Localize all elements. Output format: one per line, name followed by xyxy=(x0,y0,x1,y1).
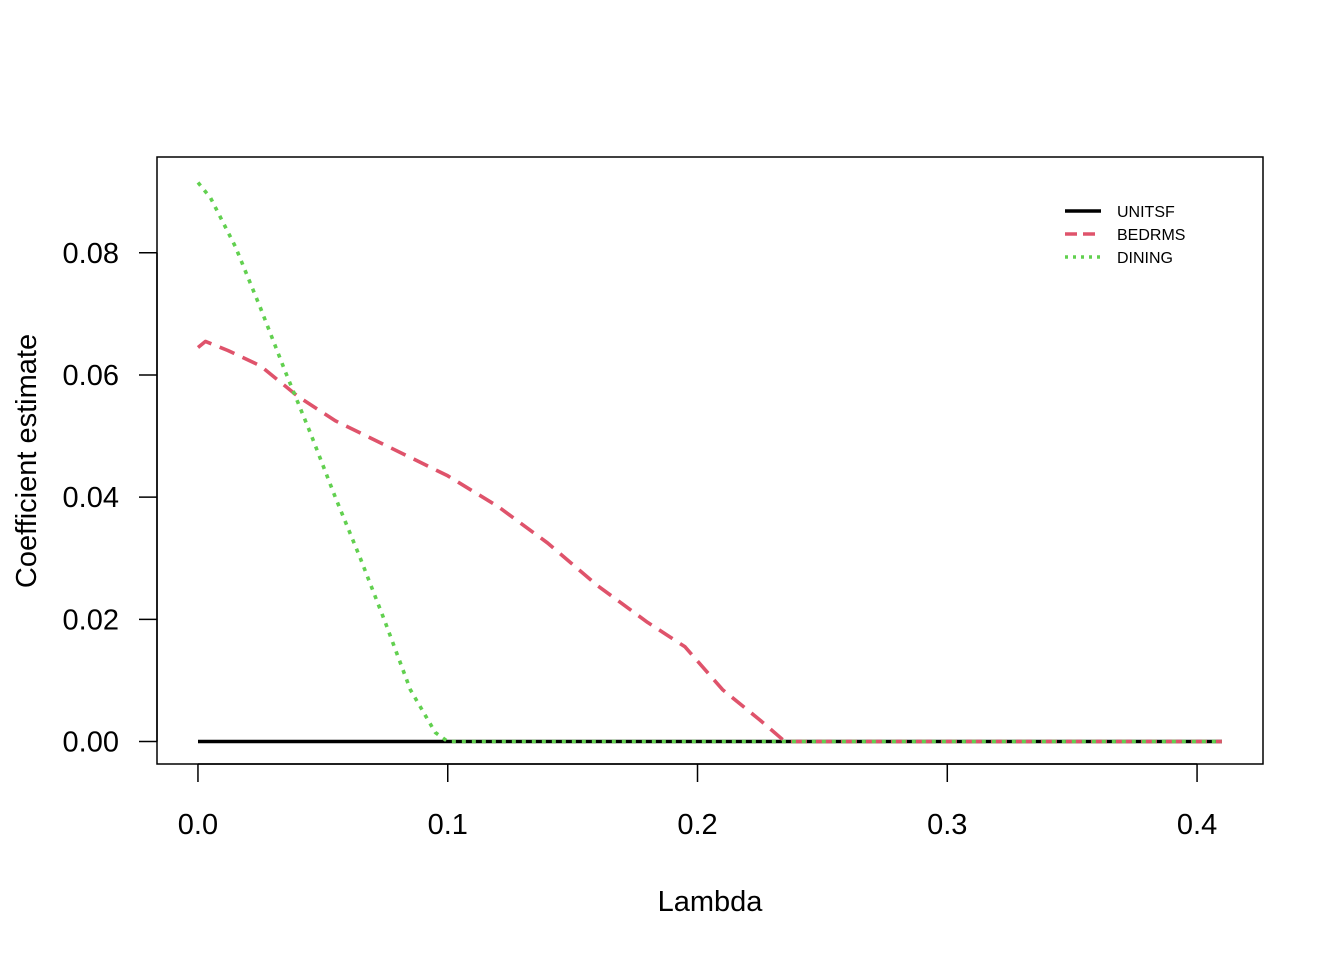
x-axis: 0.0 0.1 0.2 0.3 0.4 xyxy=(178,763,1217,841)
y-tick-label-3: 0.06 xyxy=(63,360,119,392)
y-tick-label-4: 0.08 xyxy=(63,238,119,270)
x-tick-label-3: 0.3 xyxy=(927,809,967,841)
x-tick-label-1: 0.1 xyxy=(428,809,468,841)
series-bedrms-line xyxy=(196,339,1222,744)
x-axis-label: Lambda xyxy=(658,886,764,918)
series-layer xyxy=(196,181,1222,744)
x-tick-label-0: 0.0 xyxy=(178,809,218,841)
legend-label-unitsf: UNITSF xyxy=(1117,204,1175,221)
legend: UNITSF BEDRMS DINING xyxy=(1065,204,1185,267)
y-tick-label-0: 0.00 xyxy=(63,727,119,759)
x-tick-label-4: 0.4 xyxy=(1177,809,1217,841)
legend-label-bedrms: BEDRMS xyxy=(1117,227,1185,244)
y-axis: 0.00 0.02 0.04 0.06 0.08 xyxy=(63,238,158,759)
series-dining-line xyxy=(196,181,1222,744)
y-axis-label: Coefficient estimate xyxy=(11,334,43,588)
y-tick-label-2: 0.04 xyxy=(63,482,119,514)
legend-label-dining: DINING xyxy=(1117,250,1173,267)
x-tick-label-2: 0.2 xyxy=(677,809,717,841)
y-tick-label-1: 0.02 xyxy=(63,604,119,636)
